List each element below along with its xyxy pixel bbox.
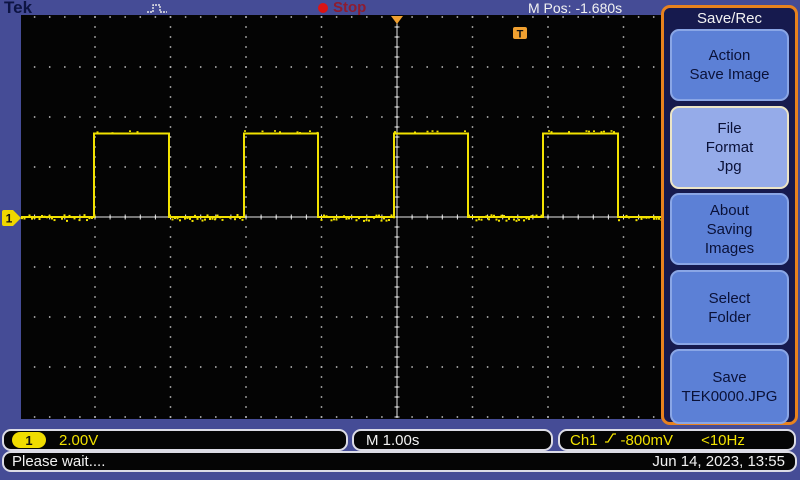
- svg-text:1: 1: [6, 212, 13, 226]
- menu-button-label: Select: [708, 289, 751, 307]
- menu-button-about-saving-images[interactable]: About Saving Images: [670, 193, 789, 265]
- trigger-level: -800mV: [620, 431, 674, 449]
- menu-button-label: Save: [712, 368, 747, 386]
- menu-button-label: Format: [705, 139, 754, 156]
- menu-button-label: Folder: [708, 308, 751, 326]
- menu-button-label: Images: [704, 239, 755, 257]
- trigger-frequency: <10Hz: [701, 431, 745, 449]
- datetime-readout: Jun 14, 2023, 13:55: [652, 453, 785, 470]
- status-message: Please wait....: [12, 453, 106, 470]
- menu-button-save-tek0000jpg[interactable]: Save TEK0000.JPG: [670, 349, 789, 424]
- channel1-volts-per-div: 2.00V: [59, 431, 99, 449]
- menu-button-label: File: [717, 120, 742, 137]
- stop-icon: [318, 3, 328, 13]
- menu-title: Save/Rec: [696, 10, 763, 27]
- svg-text:T: T: [517, 29, 524, 41]
- rising-edge-icon: [604, 431, 617, 449]
- timebase-value: M 1.00s: [366, 431, 420, 449]
- menu-button-label: Saving: [706, 220, 753, 238]
- channel1-scale-readout: 1 2.00V: [2, 429, 348, 451]
- graticule-and-trace: T: [21, 16, 663, 418]
- acquisition-waveform-icon: [146, 2, 170, 20]
- waveform-display: T: [21, 15, 663, 419]
- menu-button-label: Jpg: [717, 158, 742, 175]
- channel1-position-marker: 1: [1, 209, 22, 232]
- menu-button-select-folder[interactable]: Select Folder: [670, 270, 789, 345]
- trigger-readout: Ch1 -800mV <10Hz: [558, 429, 796, 451]
- message-bar: Please wait.... Jun 14, 2023, 13:55: [2, 451, 797, 472]
- trigger-position-marker: [391, 16, 403, 24]
- horizontal-position-readout: M Pos: -1.680s: [528, 0, 623, 16]
- menu-button-label: About: [709, 201, 750, 219]
- timebase-readout: M 1.00s: [352, 429, 553, 451]
- side-menu-saverec: Save/Rec Action Save Image File Format Jpg Ab…: [661, 5, 798, 425]
- trigger-flag-marker: T: [513, 27, 527, 41]
- menu-button-label: Action: [708, 47, 751, 64]
- menu-button-action-saveimage[interactable]: Action Save Image: [670, 29, 789, 101]
- tek-logo: Tek: [4, 0, 33, 17]
- channel1-badge: 1: [12, 432, 46, 448]
- menu-button-label: Save Image: [689, 66, 770, 83]
- trigger-source: Ch1: [570, 431, 598, 449]
- acquisition-state-label: Stop: [333, 0, 367, 16]
- menu-button-file-format-jpg[interactable]: File Format Jpg: [670, 106, 789, 189]
- menu-button-label: TEK0000.JPG: [681, 387, 778, 405]
